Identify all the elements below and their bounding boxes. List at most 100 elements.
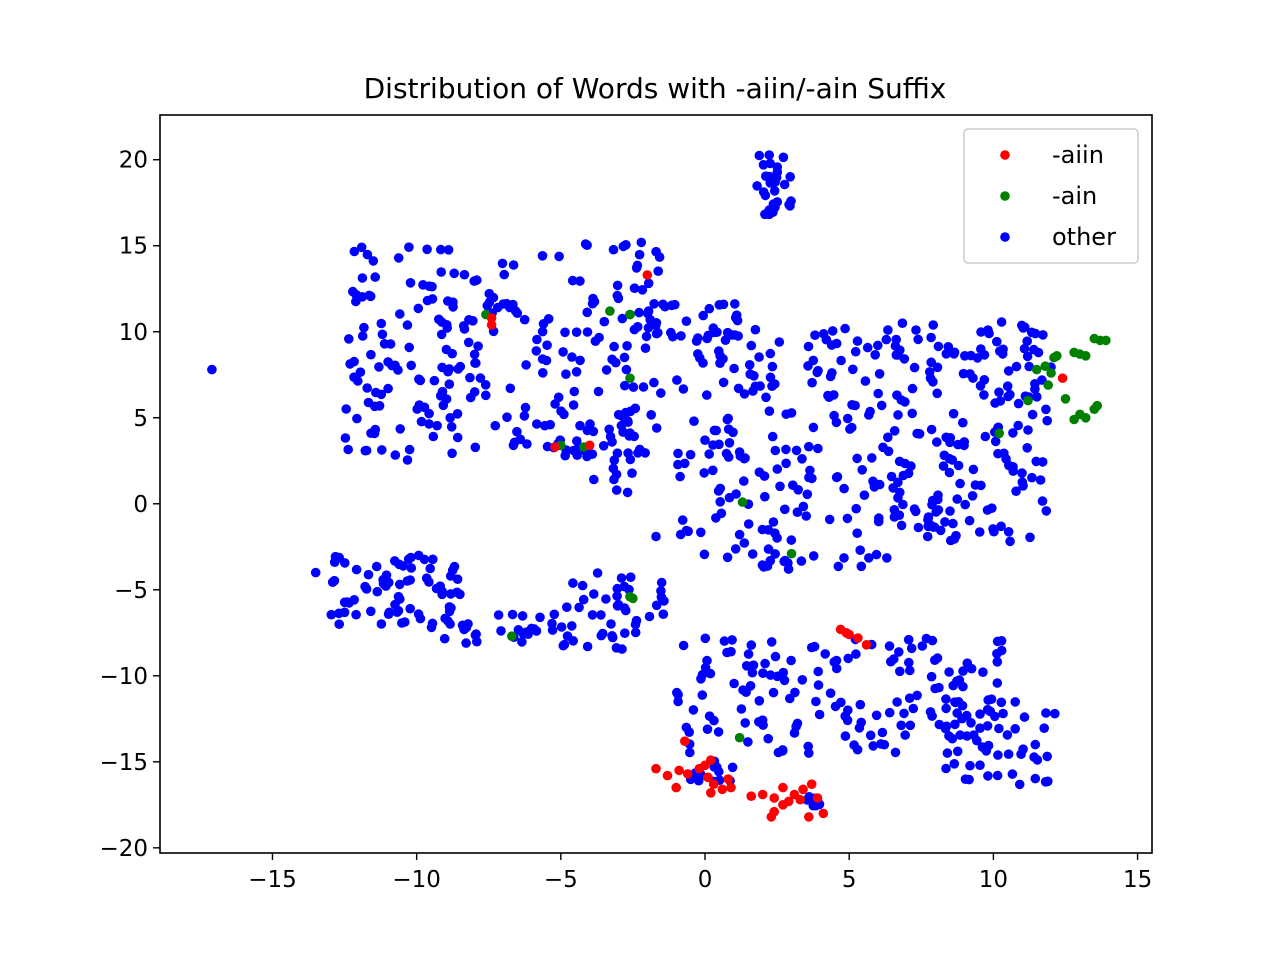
- point-other: [731, 489, 741, 499]
- point-other: [362, 383, 373, 393]
- point-other: [895, 345, 905, 356]
- point-other: [344, 334, 354, 344]
- point-other: [568, 578, 578, 588]
- point-other: [656, 577, 667, 588]
- point-other: [1041, 404, 1051, 415]
- point-other: [1030, 773, 1041, 784]
- point-aiin: [818, 808, 829, 819]
- point-other: [378, 578, 389, 589]
- point-other: [587, 298, 598, 309]
- x-tick-label: −15: [248, 867, 297, 893]
- point-other: [643, 323, 654, 333]
- point-other: [847, 400, 857, 410]
- point-other: [349, 595, 360, 605]
- point-other: [917, 641, 928, 651]
- point-other: [780, 504, 790, 515]
- point-other: [443, 616, 453, 626]
- legend-box: [963, 128, 1139, 264]
- point-other: [415, 375, 426, 386]
- point-other: [770, 651, 781, 662]
- point-other: [944, 453, 955, 464]
- point-other: [1024, 361, 1034, 372]
- y-axis: −20 −15 −10 −5 0 5 10 15 20: [99, 148, 160, 862]
- point-other: [877, 727, 888, 738]
- point-other: [998, 708, 1008, 719]
- point-other: [643, 278, 654, 289]
- point-other: [996, 636, 1007, 646]
- point-other: [554, 251, 564, 262]
- point-other: [640, 343, 651, 354]
- point-other: [957, 700, 968, 711]
- point-other: [715, 351, 725, 361]
- point-other: [781, 444, 791, 455]
- point-other: [1019, 343, 1030, 354]
- point-other: [986, 694, 997, 704]
- point-other: [992, 648, 1002, 659]
- point-other: [813, 680, 824, 690]
- point-other: [558, 347, 568, 357]
- point-other: [678, 384, 689, 394]
- point-other: [587, 610, 598, 620]
- point-other: [897, 318, 908, 329]
- point-other: [894, 456, 905, 467]
- point-aiin: [717, 784, 728, 795]
- point-other: [734, 529, 745, 540]
- point-other: [629, 324, 640, 335]
- point-other: [1025, 532, 1035, 543]
- point-other: [754, 696, 765, 706]
- point-other: [793, 485, 803, 495]
- point-other: [1023, 425, 1033, 435]
- point-other: [907, 408, 917, 419]
- point-other: [372, 586, 383, 597]
- point-other: [361, 445, 372, 456]
- point-other: [804, 748, 814, 758]
- point-other: [620, 628, 630, 638]
- point-other: [704, 449, 714, 459]
- point-other: [996, 697, 1007, 708]
- point-other: [813, 666, 823, 677]
- point-other: [975, 760, 985, 770]
- point-other: [385, 339, 396, 349]
- point-other: [622, 341, 632, 351]
- point-other: [976, 480, 986, 491]
- point-other: [1032, 755, 1043, 765]
- point-other: [713, 727, 724, 737]
- point-other: [310, 567, 321, 578]
- y-tick-label: 15: [119, 234, 148, 260]
- point-other: [580, 239, 591, 249]
- point-other: [979, 350, 990, 360]
- point-other: [760, 491, 770, 502]
- point-other: [922, 531, 933, 542]
- point-other: [945, 535, 956, 546]
- point-other: [449, 268, 460, 279]
- point-other: [778, 152, 789, 163]
- point-other: [471, 358, 481, 368]
- point-aiin: [795, 794, 805, 805]
- point-other: [349, 356, 359, 367]
- point-other: [649, 377, 659, 388]
- point-other: [641, 331, 652, 342]
- point-other: [952, 746, 963, 757]
- point-aiin: [680, 736, 690, 746]
- point-other: [713, 486, 724, 496]
- point-other: [421, 573, 432, 583]
- point-other: [705, 668, 716, 679]
- point-other: [627, 468, 637, 479]
- point-other: [1030, 379, 1040, 389]
- point-other: [718, 299, 729, 310]
- point-other: [535, 612, 545, 623]
- point-other: [944, 667, 954, 677]
- point-other: [1022, 351, 1033, 362]
- point-other: [721, 448, 732, 459]
- point-other: [334, 608, 344, 619]
- point-other: [638, 382, 649, 392]
- point-other: [616, 573, 627, 583]
- point-other: [508, 440, 519, 451]
- point-other: [932, 653, 943, 663]
- point-other: [718, 377, 729, 388]
- point-other: [1042, 751, 1052, 762]
- point-aiin: [662, 770, 673, 781]
- point-other: [836, 355, 846, 366]
- point-other: [723, 424, 734, 435]
- point-other: [903, 634, 914, 645]
